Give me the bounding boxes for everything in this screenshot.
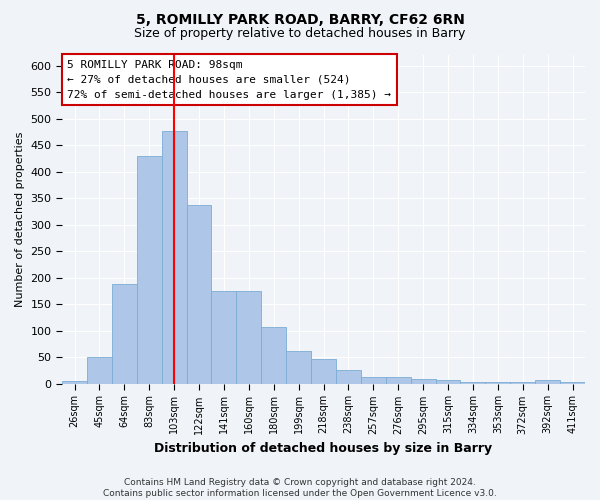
Text: Contains HM Land Registry data © Crown copyright and database right 2024.
Contai: Contains HM Land Registry data © Crown c… — [103, 478, 497, 498]
Bar — [286, 351, 311, 384]
Bar — [460, 382, 485, 384]
Bar — [436, 380, 460, 384]
Text: Size of property relative to detached houses in Barry: Size of property relative to detached ho… — [134, 28, 466, 40]
Y-axis label: Number of detached properties: Number of detached properties — [15, 132, 25, 307]
Bar — [161, 132, 187, 384]
Bar — [560, 382, 585, 384]
Bar — [485, 382, 510, 384]
Text: 5 ROMILLY PARK ROAD: 98sqm
← 27% of detached houses are smaller (524)
72% of sem: 5 ROMILLY PARK ROAD: 98sqm ← 27% of deta… — [67, 60, 391, 100]
Bar — [87, 356, 112, 384]
Bar — [261, 327, 286, 384]
Bar — [62, 380, 87, 384]
Bar — [336, 370, 361, 384]
X-axis label: Distribution of detached houses by size in Barry: Distribution of detached houses by size … — [154, 442, 493, 455]
Bar — [535, 380, 560, 384]
Bar — [112, 284, 137, 384]
Bar — [410, 379, 436, 384]
Text: 5, ROMILLY PARK ROAD, BARRY, CF62 6RN: 5, ROMILLY PARK ROAD, BARRY, CF62 6RN — [136, 12, 464, 26]
Bar — [236, 291, 261, 384]
Bar — [137, 156, 161, 384]
Bar — [386, 378, 410, 384]
Bar — [211, 291, 236, 384]
Bar — [187, 204, 211, 384]
Bar — [510, 382, 535, 384]
Bar — [361, 378, 386, 384]
Bar — [311, 360, 336, 384]
